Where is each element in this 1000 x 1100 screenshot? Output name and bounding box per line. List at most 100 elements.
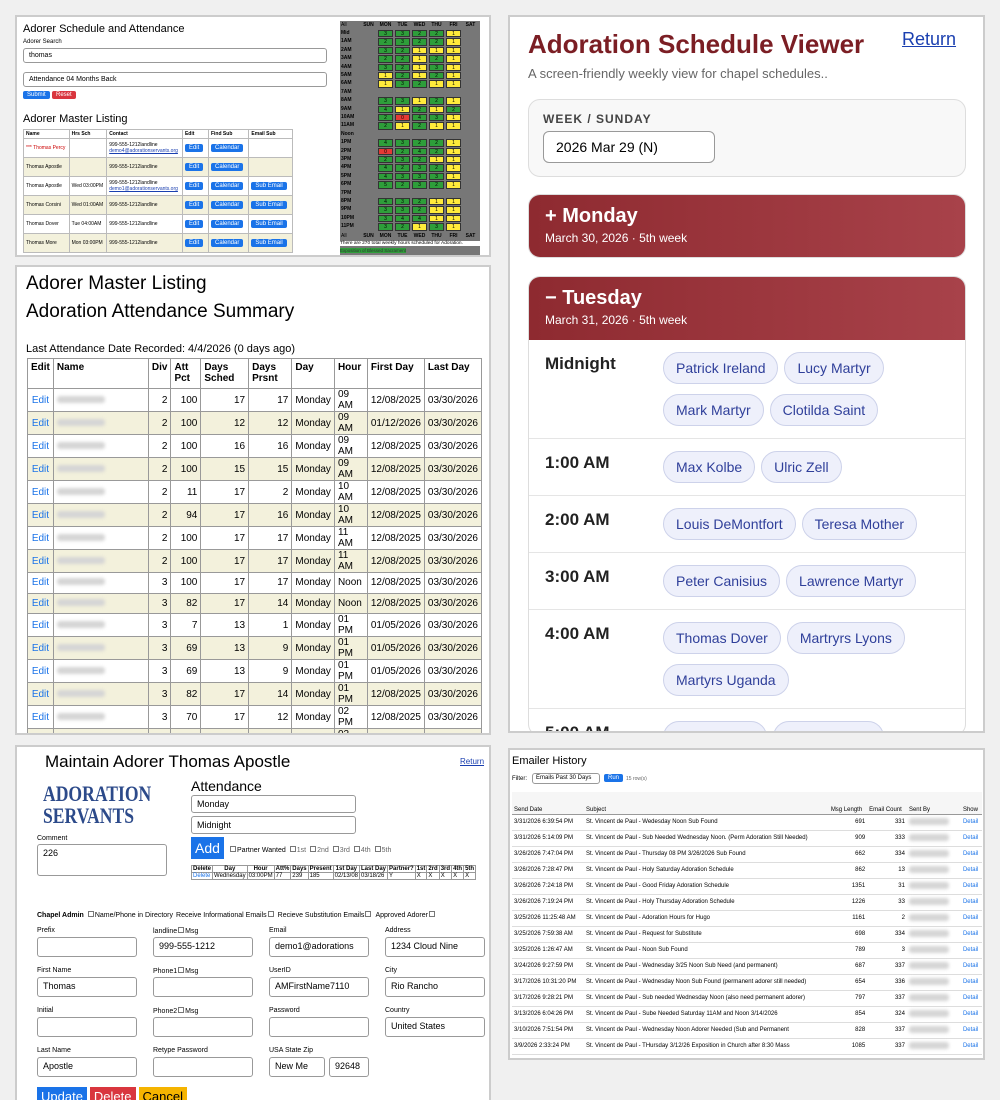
detail-link[interactable]: Detail — [960, 974, 982, 991]
button[interactable]: Calendar — [210, 163, 244, 171]
comment[interactable]: 226 — [37, 844, 167, 876]
adorer-chip[interactable]: Louis DeMontfort — [663, 508, 796, 540]
button[interactable]: Calendar — [210, 239, 244, 247]
edit-link[interactable]: Edit — [27, 388, 54, 412]
adorer-chip[interactable]: Ulric Zell — [761, 451, 842, 483]
button[interactable]: Cancel — [138, 1087, 187, 1100]
button[interactable]: Calendar — [210, 182, 244, 190]
return-link[interactable]: Return — [902, 29, 957, 49]
detail-link[interactable]: Detail — [960, 990, 982, 1007]
adorer-chip[interactable]: Lawrence Martyr — [786, 565, 917, 597]
detail-link[interactable]: Detail — [960, 1038, 982, 1055]
detail-link[interactable]: Detail — [960, 830, 982, 847]
button[interactable]: Sub Email — [251, 182, 287, 190]
edit-link[interactable]: Edit — [27, 411, 54, 435]
adorer-chip[interactable]: Teresa Mother — [801, 508, 918, 540]
range-select[interactable]: Attendance 04 Months Back — [23, 72, 327, 87]
button[interactable]: Edit — [184, 163, 204, 171]
edit-link[interactable]: Edit — [27, 659, 54, 683]
detail-link[interactable]: Detail — [960, 814, 982, 831]
edit-link[interactable]: Edit — [27, 434, 54, 458]
edit-link[interactable]: Edit — [27, 457, 54, 481]
adorer-chip[interactable]: Peter Claver — [663, 721, 767, 731]
edit-link[interactable]: Edit — [27, 503, 54, 527]
reset-button[interactable]: Reset — [52, 91, 76, 99]
day-card[interactable]: − Tuesday March 31, 2026 · 5th week Midnig… — [528, 276, 966, 731]
edit-link[interactable]: Edit — [27, 549, 54, 573]
field-input[interactable]: Thomas — [37, 977, 137, 997]
detail-link[interactable]: Detail — [960, 1006, 982, 1023]
field-input[interactable] — [37, 1017, 137, 1037]
button[interactable]: Sub Email — [251, 220, 287, 228]
day-header[interactable]: − Tuesday March 31, 2026 · 5th week — [529, 277, 965, 340]
adorer-chip[interactable]: Max Kolbe — [663, 451, 756, 483]
cell: 09 AM — [333, 411, 368, 435]
add-button[interactable]: Add — [191, 837, 224, 859]
button[interactable]: Edit — [184, 220, 204, 228]
button[interactable]: Edit — [184, 144, 204, 152]
field-input[interactable]: demo1@adorations — [269, 937, 369, 957]
adorer-chip[interactable]: Patrick Ireland — [663, 352, 779, 384]
edit-link[interactable]: Edit — [27, 682, 54, 706]
edit-link[interactable]: Edit — [27, 572, 54, 594]
button[interactable]: Edit — [184, 201, 204, 209]
adorer-chip[interactable]: Mark Martyr — [663, 394, 764, 426]
button[interactable]: Edit — [184, 182, 204, 190]
field-input[interactable]: 999-555-1212 — [153, 937, 253, 957]
search-input[interactable]: thomas — [23, 48, 327, 63]
edit-link[interactable]: Edit — [27, 613, 54, 637]
return-link[interactable]: Return — [460, 757, 485, 766]
week-select[interactable]: 2026 Mar 29 (N) — [543, 131, 715, 163]
field-input[interactable]: Apostle — [37, 1057, 137, 1077]
field-input[interactable] — [269, 1017, 369, 1037]
detail-link[interactable]: Detail — [960, 878, 982, 895]
edit-link[interactable]: Edit — [27, 592, 54, 614]
adorer-chip[interactable]: Thomas Dover — [663, 622, 781, 654]
button[interactable]: Update — [37, 1087, 87, 1100]
day-header[interactable]: + Monday March 30, 2026 · 5th week — [529, 195, 965, 257]
edit-link[interactable]: Edit — [27, 705, 54, 729]
field-input[interactable]: New Me — [269, 1057, 325, 1077]
edit-link[interactable]: Edit — [27, 728, 54, 733]
button[interactable]: Sub Email — [251, 201, 287, 209]
detail-link[interactable]: Detail — [960, 846, 982, 863]
adorer-chip[interactable]: Lucy Martyr — [784, 352, 884, 384]
adorer-chip[interactable]: Peter Canisius — [663, 565, 781, 597]
button[interactable]: Calendar — [210, 201, 244, 209]
detail-link[interactable]: Detail — [960, 958, 982, 975]
detail-link[interactable]: Detail — [960, 1022, 982, 1039]
detail-link[interactable]: Detail — [960, 910, 982, 927]
detail-link[interactable]: Detail — [960, 862, 982, 879]
edit-link[interactable]: Edit — [27, 480, 54, 504]
field-input[interactable] — [37, 937, 137, 957]
button[interactable]: Calendar — [210, 144, 244, 152]
edit-link[interactable]: Edit — [27, 526, 54, 550]
button[interactable]: Sub Email — [251, 239, 287, 247]
field-input[interactable] — [153, 977, 253, 997]
detail-link[interactable]: Detail — [960, 926, 982, 943]
adorer-chip[interactable]: Martryrs Lyons — [786, 622, 905, 654]
day-card[interactable]: + Monday March 30, 2026 · 5th week — [528, 194, 966, 258]
field-input[interactable]: AMFirstName7110 — [269, 977, 369, 997]
detail-link[interactable]: Detail — [960, 894, 982, 911]
edit-link[interactable]: Edit — [27, 636, 54, 660]
hour-select[interactable]: Midnight — [191, 816, 356, 834]
button[interactable]: Calendar — [210, 220, 244, 228]
field-input[interactable]: United States — [385, 1017, 485, 1037]
button[interactable]: Edit — [184, 239, 204, 247]
detail-link[interactable]: Detail — [960, 942, 982, 959]
field-input[interactable] — [153, 1017, 253, 1037]
adorer-chip[interactable]: Raymond Lull — [772, 721, 885, 731]
run-button[interactable]: Run — [604, 774, 624, 782]
filter-select[interactable]: Emails Past 30 Days — [532, 773, 600, 784]
day-select[interactable]: Monday — [191, 795, 356, 813]
grid-cell: 3 — [378, 214, 393, 223]
field-input[interactable] — [153, 1057, 253, 1077]
adorer-chip[interactable]: Martyrs Uganda — [663, 664, 789, 696]
field-input[interactable]: 92648 — [329, 1057, 369, 1077]
field-input[interactable]: 1234 Cloud Nine — [385, 937, 485, 957]
field-input[interactable]: Rio Rancho — [385, 977, 485, 997]
adorer-chip[interactable]: Clotilda Saint — [769, 394, 879, 426]
submit-button[interactable]: Submit — [23, 91, 50, 99]
button[interactable]: Delete — [89, 1087, 136, 1100]
